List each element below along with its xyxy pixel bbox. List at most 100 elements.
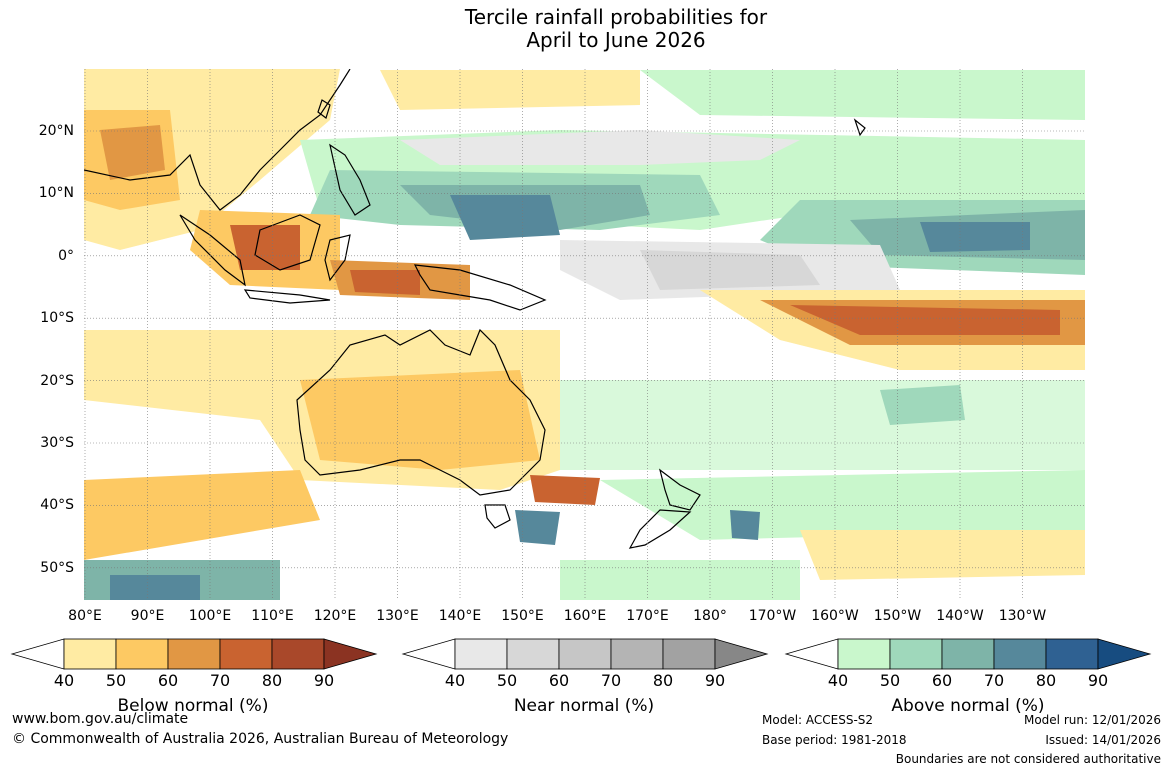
colorbar-segment [506, 638, 560, 670]
field-patch [110, 575, 200, 600]
latitude-label: 0° [58, 247, 74, 264]
coastlines [84, 69, 866, 549]
longitude-label: 110°E [251, 608, 294, 624]
colorbar-segment [889, 638, 943, 670]
colorbar-segment [271, 638, 325, 670]
base-period: Base period: 1981-2018 [762, 733, 907, 747]
taiwan-coastline [317, 99, 331, 119]
colorbar-segment [941, 638, 995, 670]
colorbar-tick-label: 70 [209, 671, 231, 690]
colorbar-tick-label: 60 [931, 671, 953, 690]
field-patch [730, 510, 760, 540]
colorbar-segment [837, 638, 891, 670]
colorbar-segment [610, 638, 664, 670]
field-patch [350, 270, 420, 295]
latitude-label: 50°S [40, 559, 74, 576]
longitude-label: 140°E [438, 608, 482, 624]
near-normal-label: Near normal (%) [513, 696, 655, 716]
colorbar-tick-label: 80 [1035, 671, 1057, 690]
field-patch [640, 250, 820, 290]
colorbar-tick-label: 80 [652, 671, 674, 690]
new-guinea-coastline [413, 264, 547, 311]
model-name: Model: ACCESS-S2 [762, 713, 874, 727]
longitude-label: 170°E [626, 608, 669, 624]
colorbar-max-triangle [714, 638, 769, 670]
colorbar-min-triangle [401, 638, 456, 670]
colorbar-tick-label: 50 [105, 671, 127, 690]
colorbar-tick-label: 60 [157, 671, 179, 690]
title-line-1: Tercile rainfall probabilities for [464, 5, 768, 29]
sulawesi-coastline [324, 234, 351, 282]
longitude-label: 80°E [68, 608, 102, 624]
field-patch [640, 70, 1085, 120]
field-patch [515, 510, 560, 545]
java-coastline [243, 289, 331, 304]
colorbar-segment [115, 638, 169, 670]
longitude-label: 180° [693, 608, 727, 624]
tasmania-coastline [484, 504, 511, 529]
disclaimer: Boundaries are not considered authoritat… [895, 752, 1161, 766]
field-patch [560, 380, 1085, 470]
field-patch [380, 70, 640, 110]
probability-field [84, 69, 1085, 600]
field-patch [560, 560, 800, 600]
asia-coastline [84, 69, 351, 211]
colorbar-segment [454, 638, 508, 670]
field-patch [400, 130, 800, 165]
field-patch [84, 470, 320, 560]
longitude-label: 140°W [936, 608, 984, 624]
longitude-label: 130°W [998, 608, 1047, 624]
hawaii-coastline [853, 118, 866, 137]
colorbar-tick-label: 60 [548, 671, 570, 690]
colorbar-tick-label: 70 [983, 671, 1005, 690]
colorbar-min-triangle [10, 638, 65, 670]
borneo-coastline [254, 214, 321, 271]
colorbar-segment [167, 638, 221, 670]
latitude-label: 20°S [40, 372, 74, 389]
colorbar-segment [1045, 638, 1099, 670]
field-patch [790, 305, 1060, 335]
colorbar-tick-label: 90 [313, 671, 335, 690]
field-patch [920, 222, 1030, 252]
australia-coastline [296, 328, 546, 496]
colorbar-tick-label: 40 [53, 671, 75, 690]
colorbar-min-triangle [784, 638, 839, 670]
latitude-label: 20°N [38, 123, 74, 139]
colorbar-segment [219, 638, 273, 670]
colorbar-segment [63, 638, 117, 670]
new-zealand-north [659, 468, 701, 511]
field-patch [800, 530, 1085, 580]
colorbar-max-triangle [1097, 638, 1152, 670]
colorbar-tick-label: 40 [444, 671, 466, 690]
colorbar-tick-label: 70 [600, 671, 622, 690]
latitude-label: 40°S [40, 497, 74, 514]
field-patch [530, 475, 600, 505]
longitude-label: 120°E [313, 608, 357, 624]
longitude-label: 130°E [376, 608, 419, 624]
above-normal-label: Above normal (%) [891, 696, 1045, 716]
issued-date: Issued: 14/01/2026 [1045, 733, 1161, 747]
longitude-label: 150°W [873, 608, 922, 624]
colorbars [10, 638, 1152, 670]
latitude-label: 30°S [40, 435, 74, 451]
model-run: Model run: 12/01/2026 [1023, 713, 1161, 727]
colorbar-tick-label: 80 [261, 671, 283, 690]
colorbar-tick-label: 90 [704, 671, 726, 690]
field-patch [450, 195, 560, 240]
copyright: © Commonwealth of Australia 2026, Austra… [12, 731, 509, 747]
latitude-label: 10°N [38, 185, 74, 202]
colorbar-tick-label: 50 [879, 671, 901, 690]
field-patch [880, 385, 965, 425]
longitude-label: 170°W [748, 608, 797, 624]
title-line-2: April to June 2026 [526, 28, 706, 52]
longitude-label: 150°E [501, 608, 544, 624]
website-link[interactable]: www.bom.gov.au/climate [12, 711, 189, 727]
longitude-label: 90°E [130, 608, 165, 624]
below-normal-label: Below normal (%) [117, 696, 269, 716]
colorbar-tick-label: 90 [1087, 671, 1109, 690]
colorbar-segment [662, 638, 716, 670]
colorbar-tick-label: 40 [827, 671, 849, 690]
longitude-label: 160°E [563, 608, 607, 624]
colorbar-segment [993, 638, 1047, 670]
